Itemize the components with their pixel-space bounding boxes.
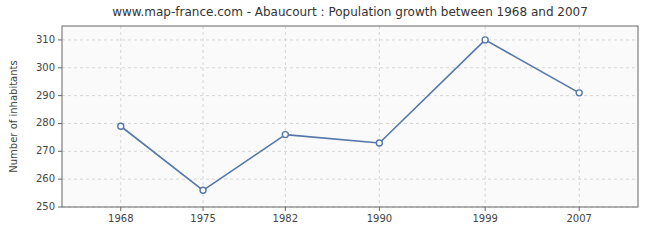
y-axis-label: Number of inhabitants <box>8 60 19 172</box>
series-group <box>118 37 582 193</box>
y-grid-line <box>62 39 638 40</box>
x-tick <box>579 207 580 211</box>
y-tick <box>58 207 62 208</box>
x-tick <box>485 207 486 211</box>
x-tick <box>120 207 121 211</box>
y-tick-label: 310 <box>36 34 55 45</box>
y-grid-line <box>62 123 638 124</box>
x-tick-label: 1982 <box>273 213 298 224</box>
x-grid-line <box>203 26 204 207</box>
chart-svg: 250 260 270 280 290 300 310 1968 1975 1982 1990 199… <box>0 0 650 229</box>
plot-background <box>62 26 638 207</box>
x-tick-label: 1968 <box>108 213 133 224</box>
y-grid-line <box>62 67 638 68</box>
x-tick-label: 1999 <box>472 213 497 224</box>
point-marker <box>576 90 582 96</box>
x-grid-line <box>579 26 580 207</box>
x-grid-line <box>379 26 380 207</box>
point-marker <box>200 187 206 193</box>
point-marker <box>376 140 382 146</box>
x-grid-line <box>485 26 486 207</box>
y-grid-line <box>62 151 638 152</box>
y-tick <box>58 95 62 96</box>
y-grid-line <box>62 95 638 96</box>
y-tick-label: 300 <box>36 62 55 73</box>
y-tick-label: 280 <box>36 117 55 128</box>
y-tick <box>58 39 62 40</box>
point-marker <box>482 37 488 43</box>
y-tick-label: 270 <box>36 145 55 156</box>
point-marker <box>282 132 288 138</box>
y-tick <box>58 179 62 180</box>
chart-container: 250 260 270 280 290 300 310 1968 1975 1982 1990 199… <box>0 0 650 229</box>
x-tick <box>285 207 286 211</box>
y-tick-label: 260 <box>36 173 55 184</box>
y-tick-label: 290 <box>36 90 55 101</box>
x-grid-line <box>120 26 121 207</box>
y-tick-label: 250 <box>36 201 55 212</box>
x-tick <box>203 207 204 211</box>
chart-title: www.map-france.com - Abaucourt : Populat… <box>112 5 588 19</box>
y-tick <box>58 151 62 152</box>
x-tick-label: 1990 <box>367 213 392 224</box>
x-grid-line <box>285 26 286 207</box>
x-tick-label: 1975 <box>190 213 215 224</box>
x-tick <box>379 207 380 211</box>
grid <box>62 26 638 207</box>
point-marker <box>118 123 124 129</box>
population-line <box>121 40 579 190</box>
x-tick-label: 2007 <box>566 213 591 224</box>
y-tick <box>58 67 62 68</box>
plot-frame <box>62 26 638 207</box>
y-grid-line <box>62 179 638 180</box>
y-tick <box>58 123 62 124</box>
